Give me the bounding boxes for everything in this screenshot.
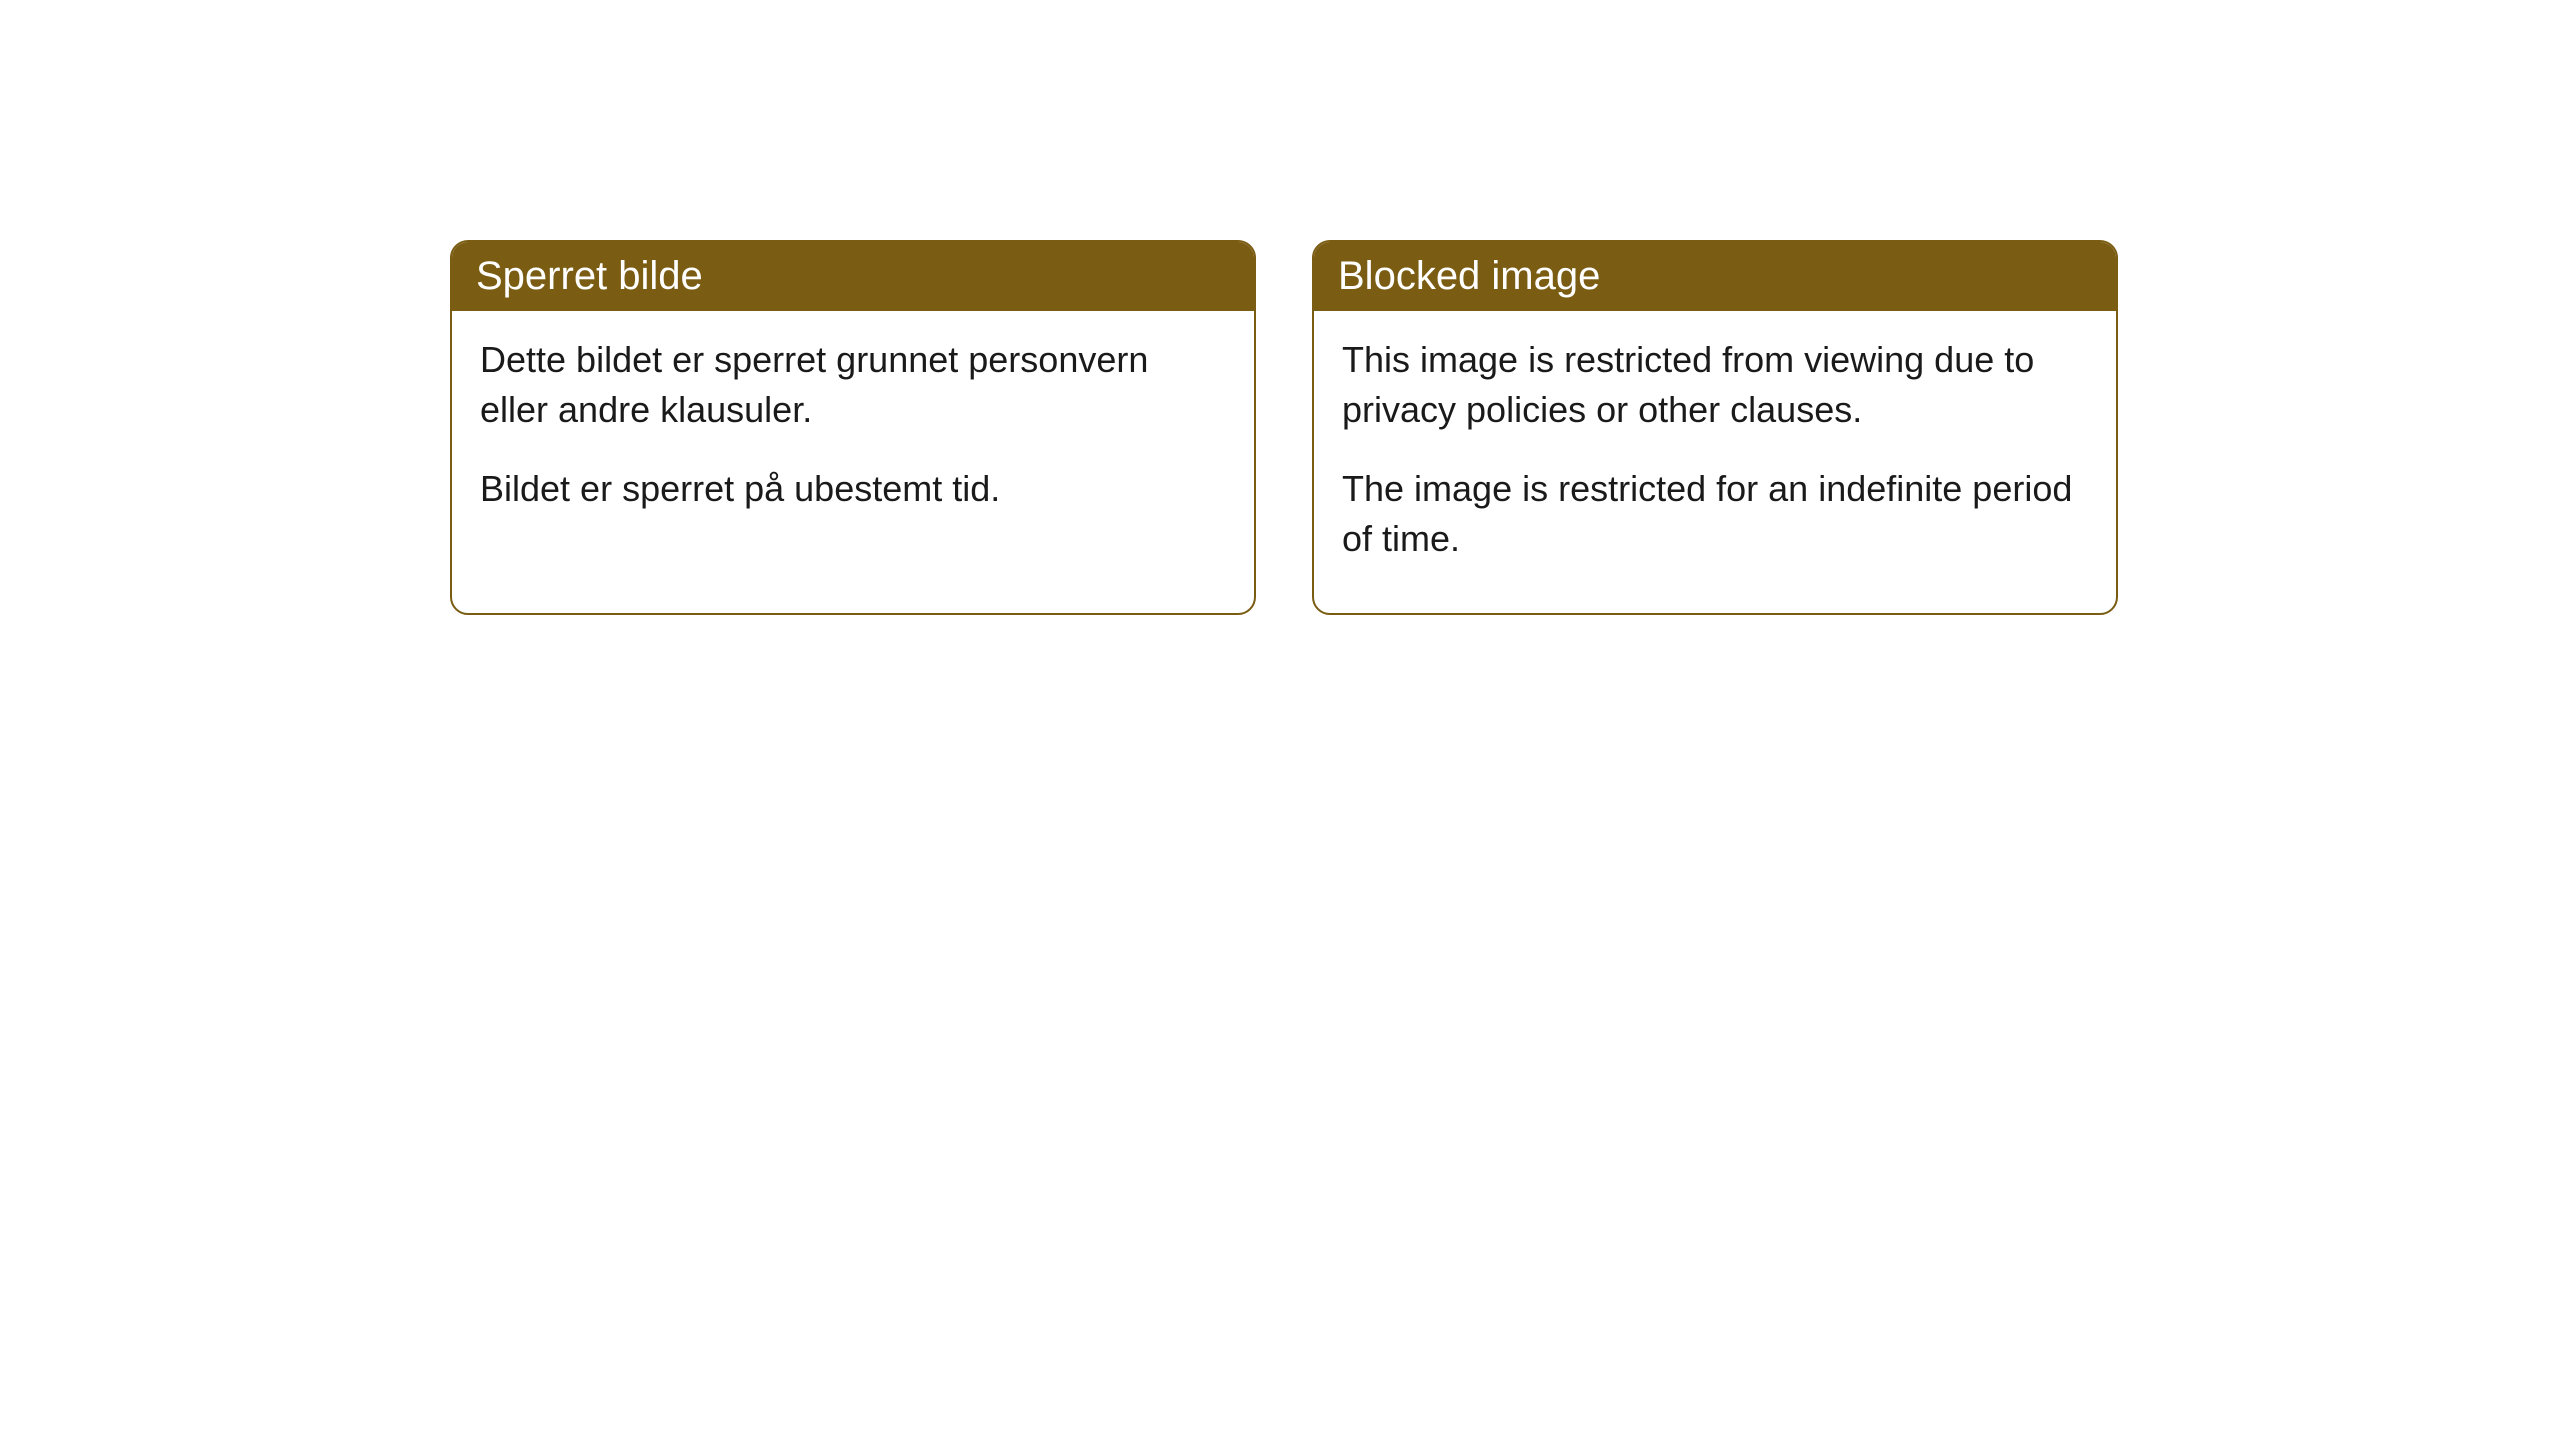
card-body-norwegian: Dette bildet er sperret grunnet personve… — [452, 311, 1254, 562]
card-body-english: This image is restricted from viewing du… — [1314, 311, 2116, 613]
blocked-image-card-english: Blocked image This image is restricted f… — [1312, 240, 2118, 615]
card-paragraph-2-norwegian: Bildet er sperret på ubestemt tid. — [480, 464, 1226, 514]
blocked-image-card-norwegian: Sperret bilde Dette bildet er sperret gr… — [450, 240, 1256, 615]
card-paragraph-1-norwegian: Dette bildet er sperret grunnet personve… — [480, 335, 1226, 436]
card-header-english: Blocked image — [1314, 242, 2116, 311]
card-header-norwegian: Sperret bilde — [452, 242, 1254, 311]
card-paragraph-2-english: The image is restricted for an indefinit… — [1342, 464, 2088, 565]
cards-container: Sperret bilde Dette bildet er sperret gr… — [450, 240, 2118, 615]
card-paragraph-1-english: This image is restricted from viewing du… — [1342, 335, 2088, 436]
